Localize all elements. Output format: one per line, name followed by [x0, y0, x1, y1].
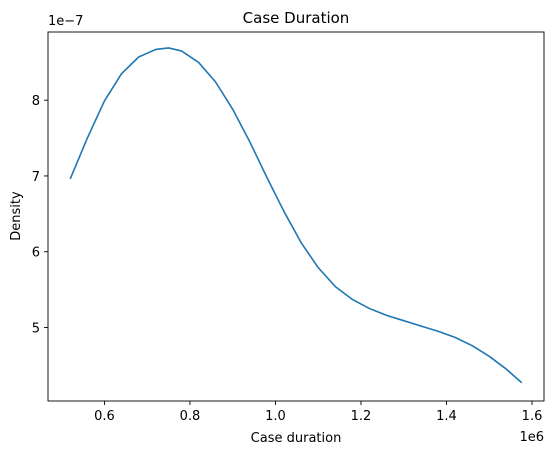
y-tick-label: 7 — [32, 170, 40, 185]
y-tick-label: 6 — [32, 246, 40, 261]
density-line — [69, 47, 523, 384]
y-axis-title: Density — [9, 191, 24, 241]
x-tick-label: 0.8 — [180, 409, 201, 424]
axes-frame — [47, 31, 545, 402]
y-tick-label: 8 — [32, 94, 40, 109]
plot-area: 0.6 0.8 1.0 1.2 1.4 1.6 5 6 7 8 — [32, 31, 545, 424]
x-offset-label: 1e6 — [519, 430, 544, 445]
y-offset-label: 1e−7 — [48, 14, 83, 29]
x-axis-title: Case duration — [251, 431, 342, 446]
x-tick-label: 1.0 — [265, 409, 286, 424]
y-tick-label: 5 — [32, 322, 40, 337]
chart-title: Case Duration — [243, 9, 350, 27]
x-tick-label: 1.4 — [436, 409, 457, 424]
x-tick-label: 1.2 — [351, 409, 372, 424]
x-tick-label: 0.6 — [94, 409, 115, 424]
x-tick-label: 1.6 — [522, 409, 543, 424]
